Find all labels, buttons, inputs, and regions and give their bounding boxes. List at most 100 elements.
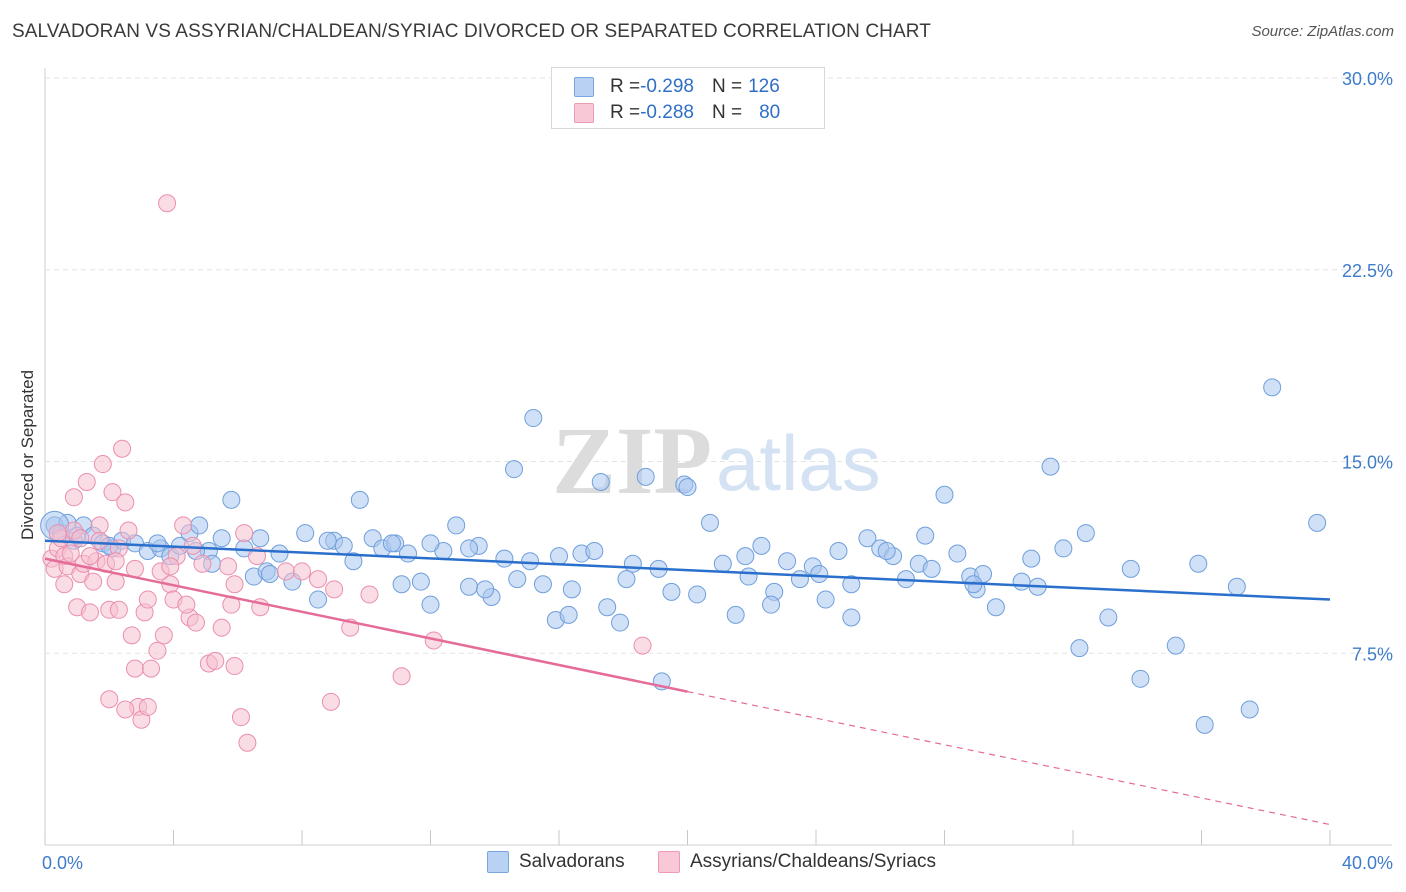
data-point [986, 598, 1005, 617]
legend-n-label: N = [711, 102, 743, 123]
data-point [392, 667, 411, 686]
data-point [598, 598, 617, 617]
data-point [829, 541, 848, 560]
data-point [309, 590, 328, 609]
data-point [382, 534, 401, 553]
legend-item-assyrians: Assyrians/Chaldeans/Syriacs [658, 851, 936, 873]
data-point [739, 567, 758, 586]
data-point [726, 605, 745, 624]
data-point [71, 529, 90, 548]
data-point [138, 590, 157, 609]
data-point [48, 524, 67, 543]
data-point [1076, 524, 1095, 543]
data-point [148, 641, 167, 660]
data-point [148, 534, 167, 553]
assyrians-trend-extension [687, 691, 1331, 826]
data-point [877, 541, 896, 560]
data-point [559, 605, 578, 624]
data-point [177, 595, 196, 614]
data-point [80, 547, 99, 566]
data-point [948, 544, 967, 563]
chart-title: SALVADORAN VS ASSYRIAN/CHALDEAN/SYRIAC D… [12, 21, 931, 42]
data-point [80, 603, 99, 622]
data-point [550, 547, 568, 566]
data-point [90, 516, 109, 535]
watermark-zip: ZIP [552, 407, 712, 514]
data-point [344, 552, 363, 571]
data-point [293, 562, 311, 581]
data-point [816, 590, 835, 609]
watermark-atlas: atlas [716, 419, 881, 507]
data-point [617, 570, 636, 589]
data-point [142, 659, 161, 678]
data-point [1263, 378, 1282, 397]
axes [44, 68, 1392, 846]
data-point [611, 613, 630, 632]
data-point [225, 575, 244, 594]
legend-label-assyrians: Assyrians/Chaldeans/Syriacs [690, 851, 937, 872]
legend-item-salvadorans: Salvadorans [487, 851, 625, 873]
assyrians-points [42, 194, 652, 752]
data-point [524, 409, 543, 428]
data-point [1022, 549, 1041, 568]
data-point [778, 552, 797, 571]
data-point [508, 570, 527, 589]
data-point [1308, 513, 1327, 532]
data-point [158, 194, 177, 213]
legend-r-value: -0.298 [640, 76, 694, 97]
x-tick-label: 40.0% [1342, 853, 1393, 873]
data-point [113, 439, 132, 458]
data-point [100, 690, 119, 709]
data-point [161, 557, 180, 576]
data-point [636, 467, 655, 486]
data-point [212, 618, 231, 637]
data-point [231, 708, 250, 727]
data-point [77, 472, 96, 491]
stats-legend: R = -0.298 N = 126 R = -0.288 N = 80 [551, 67, 825, 129]
data-point [521, 552, 540, 571]
data-point [270, 544, 289, 563]
assyrians-trend-line [44, 557, 688, 693]
data-point [61, 544, 80, 563]
data-point [1054, 539, 1073, 558]
data-point [103, 483, 122, 502]
data-point [421, 595, 440, 614]
data-point [736, 547, 755, 566]
data-point [411, 572, 430, 591]
data-point [392, 575, 411, 594]
data-point [1041, 457, 1060, 476]
data-point [1131, 669, 1150, 688]
data-point [334, 536, 353, 555]
data-point [810, 564, 829, 583]
data-point [321, 692, 340, 711]
legend-r-label: R = [610, 102, 641, 123]
legend-n-label: N = [711, 76, 743, 97]
legend-label-salvadorans: Salvadorans [519, 851, 625, 872]
data-point [1121, 559, 1140, 578]
data-point [93, 455, 112, 474]
data-point [1012, 572, 1031, 591]
y-axis-label: Divorced or Separated [18, 370, 37, 540]
data-point [138, 697, 157, 716]
data-point [84, 572, 103, 591]
data-point [623, 554, 642, 573]
data-point [752, 536, 771, 555]
data-point [842, 608, 861, 627]
data-point [562, 580, 581, 599]
data-point [125, 659, 144, 678]
data-point [174, 516, 193, 535]
data-point [842, 575, 861, 594]
data-point [495, 549, 514, 568]
data-point [206, 651, 225, 670]
data-point [106, 552, 125, 571]
legend-r-value: -0.288 [640, 102, 694, 123]
data-point [1195, 715, 1214, 734]
data-point [318, 531, 337, 550]
tick-labels: 7.5% 15.0% 22.5% 30.0% 0.0% 40.0% [42, 69, 1393, 873]
data-point [235, 524, 254, 543]
data-point [55, 575, 74, 594]
data-point [1227, 577, 1246, 596]
data-point [1099, 608, 1118, 627]
data-point [296, 524, 315, 543]
data-point [190, 516, 209, 535]
